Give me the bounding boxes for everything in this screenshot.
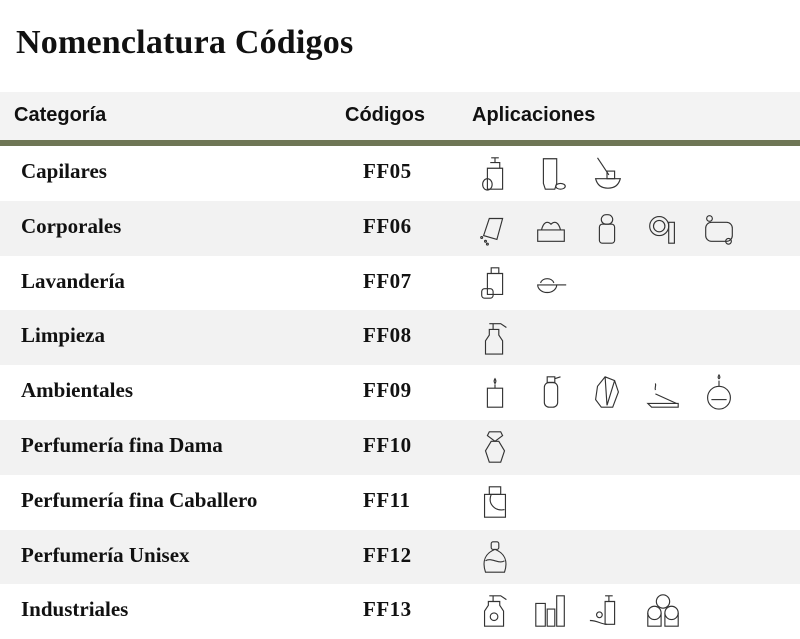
application-icons	[476, 372, 738, 412]
application-icons	[476, 482, 514, 522]
women-perfume-bottle-icon	[484, 431, 506, 463]
cream-tube-icon	[542, 158, 566, 190]
category-code: FF10	[363, 432, 412, 457]
spray-bottle-icon	[484, 323, 507, 356]
category-code: FF08	[363, 323, 412, 348]
category-name: Industriales	[21, 597, 129, 622]
pump-bottle-icon	[482, 157, 504, 191]
category-name: Perfumería Unisex	[21, 542, 190, 567]
application-icons	[476, 153, 626, 193]
application-icons	[476, 537, 514, 577]
table-row: Limpieza FF08	[0, 310, 800, 366]
category-name: Limpieza	[21, 323, 105, 348]
category-code: FF07	[363, 268, 412, 293]
column-header-codes: Códigos	[345, 104, 425, 126]
powder-scoop-icon	[537, 277, 567, 293]
application-icons	[476, 263, 570, 303]
table-header: Categoría Códigos Aplicaciones	[0, 92, 800, 140]
category-code: FF13	[363, 597, 412, 622]
category-name: Capilares	[21, 159, 107, 183]
category-code: FF09	[363, 378, 412, 403]
air-freshener-spray-icon	[543, 376, 561, 408]
table-row: Perfumería fina Caballero FF11	[0, 475, 800, 530]
insecticide-spray-icon	[483, 595, 507, 628]
header-divider	[0, 140, 800, 146]
soap-bar-icon	[705, 214, 733, 245]
table-body: Capilares FF05 Corporales FF06 Lavandería FF0…	[0, 146, 800, 639]
page-title: Nomenclatura Códigos	[16, 24, 354, 61]
table-row: Corporales FF06	[0, 200, 800, 256]
table-row: Capilares FF05	[0, 146, 800, 201]
crystals-icon	[595, 376, 620, 408]
category-name: Corporales	[21, 213, 122, 238]
category-code: FF12	[363, 542, 412, 567]
cream-jar-icon	[537, 221, 565, 242]
detergent-bottle-icon	[481, 266, 504, 299]
category-name: Lavandería	[21, 268, 125, 293]
category-code: FF05	[363, 159, 412, 183]
hair-mask-bowl-icon	[594, 157, 622, 189]
men-perfume-bottle-icon	[483, 486, 507, 518]
table-row: Ambientales FF09	[0, 365, 800, 420]
category-code: FF11	[363, 487, 411, 512]
oil-diffuser-icon	[707, 374, 731, 410]
table-row: Perfumería Unisex FF12	[0, 529, 800, 585]
category-name: Perfumería fina Dama	[21, 432, 223, 457]
table-row: Perfumería fina Dama FF10	[0, 419, 800, 475]
candle-icon	[486, 377, 504, 408]
plastic-containers-icon	[535, 595, 565, 628]
category-code: FF06	[363, 213, 412, 238]
application-icons	[476, 427, 514, 467]
roll-on-deodorant-icon	[598, 213, 616, 244]
compact-makeup-icon	[649, 215, 675, 244]
application-icons	[476, 208, 738, 248]
unisex-perfume-bottle-icon	[483, 540, 507, 573]
application-icons	[476, 317, 514, 357]
table-row: Industriales FF13	[0, 584, 800, 639]
category-name: Ambientales	[21, 378, 133, 403]
application-icons	[476, 591, 682, 631]
table-row: Lavandería FF07	[0, 256, 800, 311]
category-name: Perfumería fina Caballero	[21, 487, 258, 512]
hand-soap-icon	[589, 595, 616, 626]
paper-rolls-icon	[647, 594, 679, 628]
column-header-category: Categoría	[14, 104, 107, 126]
incense-stick-icon	[646, 383, 679, 408]
column-header-applications: Aplicaciones	[472, 104, 596, 126]
talc-powder-icon	[480, 217, 504, 246]
